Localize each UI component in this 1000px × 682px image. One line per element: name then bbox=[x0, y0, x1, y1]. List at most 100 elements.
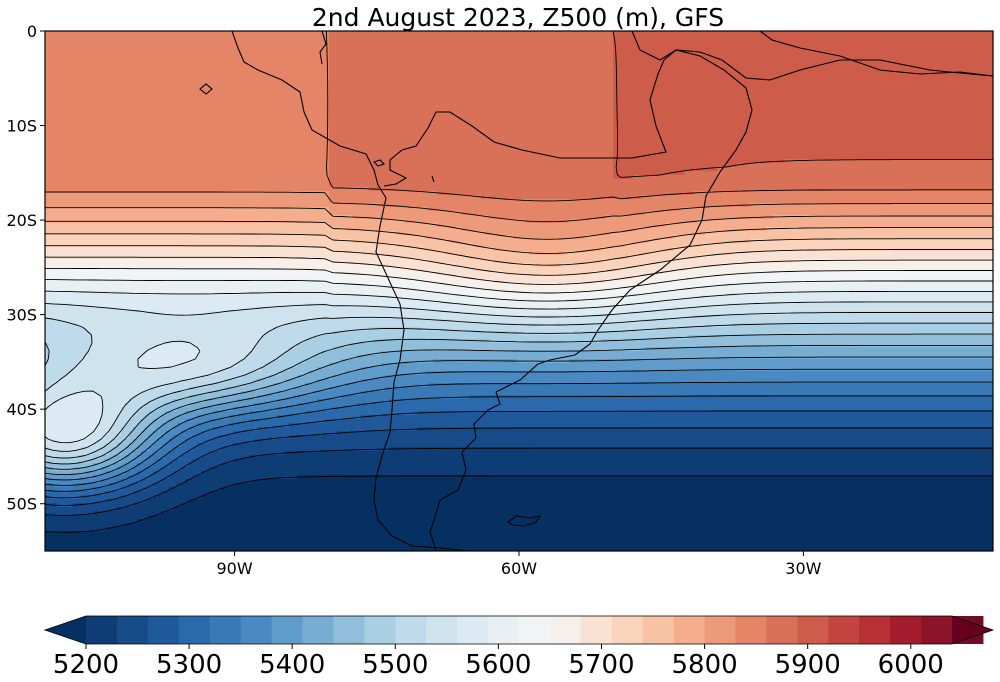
height-cell bbox=[413, 99, 418, 104]
height-cell bbox=[545, 67, 550, 72]
height-cell bbox=[969, 75, 974, 80]
height-cell bbox=[149, 103, 154, 108]
height-cell bbox=[681, 67, 686, 72]
height-cell bbox=[957, 95, 962, 100]
height-cell bbox=[141, 31, 146, 36]
height-cell bbox=[225, 59, 230, 64]
height-cell bbox=[517, 55, 522, 60]
height-cell bbox=[665, 95, 670, 100]
height-cell bbox=[773, 87, 778, 92]
height-cell bbox=[417, 51, 422, 56]
height-cell bbox=[905, 31, 910, 36]
height-cell bbox=[201, 99, 206, 104]
height-cell bbox=[329, 43, 334, 48]
height-cell bbox=[397, 35, 402, 40]
height-cell bbox=[169, 35, 174, 40]
height-cell bbox=[377, 59, 382, 64]
height-cell bbox=[717, 103, 722, 108]
height-cell bbox=[953, 63, 958, 68]
height-cell bbox=[449, 79, 454, 84]
height-cell bbox=[785, 67, 790, 72]
height-cell bbox=[209, 55, 214, 60]
height-cell bbox=[553, 63, 558, 68]
height-cell bbox=[361, 35, 366, 40]
height-cell bbox=[837, 103, 842, 108]
height-cell bbox=[409, 79, 414, 84]
height-cell bbox=[909, 111, 914, 116]
height-cell bbox=[481, 63, 486, 68]
height-cell bbox=[201, 47, 206, 52]
height-cell bbox=[193, 67, 198, 72]
height-cell bbox=[709, 103, 714, 108]
height-cell bbox=[173, 43, 178, 48]
height-cell bbox=[313, 47, 318, 52]
height-cell bbox=[685, 55, 690, 60]
height-cell bbox=[433, 99, 438, 104]
height-cell bbox=[381, 91, 386, 96]
height-cell bbox=[49, 35, 54, 40]
height-cell bbox=[801, 75, 806, 80]
height-cell bbox=[145, 91, 150, 96]
height-cell bbox=[889, 87, 894, 92]
height-cell bbox=[225, 79, 230, 84]
height-cell bbox=[469, 99, 474, 104]
height-cell bbox=[877, 31, 882, 36]
height-cell bbox=[405, 79, 410, 84]
height-cell bbox=[801, 103, 806, 108]
height-cell bbox=[449, 55, 454, 60]
height-cell bbox=[381, 107, 386, 112]
height-cell bbox=[801, 63, 806, 68]
height-cell bbox=[777, 31, 782, 36]
height-cell bbox=[357, 67, 362, 72]
height-cell bbox=[765, 99, 770, 104]
height-cell bbox=[101, 39, 106, 44]
height-cell bbox=[809, 111, 814, 116]
height-cell bbox=[501, 67, 506, 72]
height-cell bbox=[561, 99, 566, 104]
height-cell bbox=[653, 47, 658, 52]
height-cell bbox=[457, 99, 462, 104]
height-cell bbox=[961, 63, 966, 68]
height-cell bbox=[961, 31, 966, 36]
height-cell bbox=[433, 35, 438, 40]
height-cell bbox=[961, 83, 966, 88]
height-cell bbox=[381, 39, 386, 44]
height-cell bbox=[977, 79, 982, 84]
height-cell bbox=[801, 35, 806, 40]
height-cell bbox=[305, 47, 310, 52]
height-cell bbox=[721, 111, 726, 116]
height-cell bbox=[905, 83, 910, 88]
height-cell bbox=[853, 79, 858, 84]
height-cell bbox=[649, 79, 654, 84]
height-cell bbox=[489, 111, 494, 116]
height-cell bbox=[277, 71, 282, 76]
height-cell bbox=[369, 51, 374, 56]
height-cell bbox=[101, 87, 106, 92]
height-cell bbox=[177, 63, 182, 68]
height-cell bbox=[729, 39, 734, 44]
height-cell bbox=[165, 43, 170, 48]
height-cell bbox=[57, 87, 62, 92]
height-cell bbox=[417, 103, 422, 108]
height-cell bbox=[549, 87, 554, 92]
height-cell bbox=[481, 103, 486, 108]
height-cell bbox=[629, 43, 634, 48]
height-cell bbox=[209, 99, 214, 104]
height-cell bbox=[489, 47, 494, 52]
height-cell bbox=[173, 95, 178, 100]
height-cell bbox=[953, 95, 958, 100]
height-cell bbox=[729, 43, 734, 48]
height-cell bbox=[605, 75, 610, 80]
height-cell bbox=[793, 83, 798, 88]
height-cell bbox=[789, 103, 794, 108]
height-cell bbox=[409, 83, 414, 88]
height-cell bbox=[605, 43, 610, 48]
height-cell bbox=[937, 83, 942, 88]
height-cell bbox=[189, 31, 194, 36]
height-cell bbox=[633, 83, 638, 88]
height-cell bbox=[549, 95, 554, 100]
height-cell bbox=[865, 31, 870, 36]
height-cell bbox=[117, 75, 122, 80]
height-cell bbox=[421, 71, 426, 76]
height-cell bbox=[645, 83, 650, 88]
